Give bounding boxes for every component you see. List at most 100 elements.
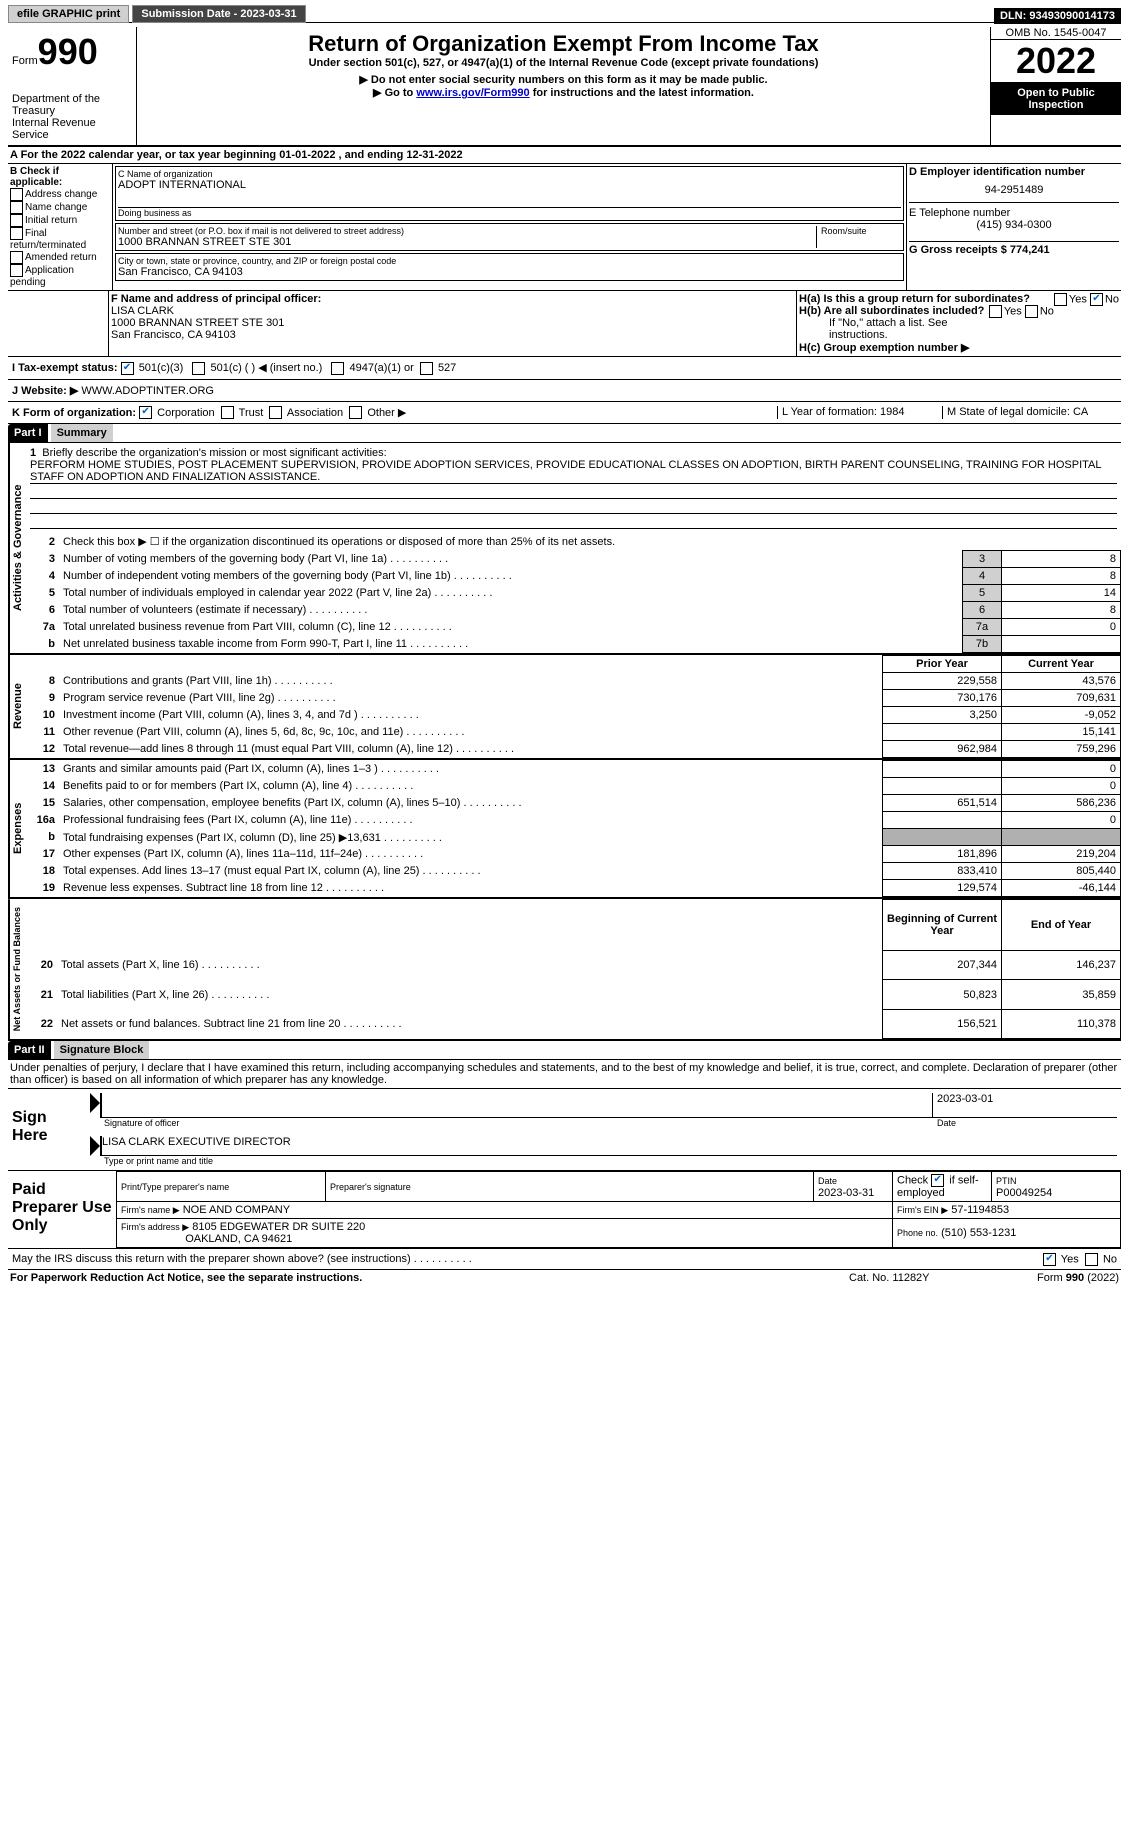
group-netassets: Net Assets or Fund Balances [8, 899, 24, 1039]
hb-no[interactable] [1025, 305, 1038, 318]
ha-label: H(a) Is this a group return for subordin… [799, 293, 1030, 305]
irs-link[interactable]: www.irs.gov/Form990 [416, 87, 529, 99]
cb-initial[interactable] [10, 214, 23, 227]
cb-address[interactable] [10, 188, 23, 201]
opt-trust: Trust [239, 407, 264, 419]
ha-no[interactable] [1090, 293, 1103, 306]
room-label: Room/suite [816, 226, 901, 248]
cb-assoc[interactable] [269, 406, 282, 419]
m-label: M State of legal domicile: CA [942, 406, 1117, 420]
form-number: 990 [38, 31, 98, 72]
cb-pending[interactable] [10, 264, 23, 277]
firm-addr-label: Firm's address ▶ [121, 1222, 189, 1232]
org-name: ADOPT INTERNATIONAL [118, 179, 901, 191]
sig-arrow-icon [90, 1093, 100, 1113]
firm-ein: 57-1194853 [951, 1204, 1009, 1216]
f-label: F Name and address of principal officer: [111, 293, 794, 305]
prep-sig-label: Preparer's signature [330, 1182, 809, 1192]
efile-button[interactable]: efile GRAPHIC print [8, 5, 129, 23]
cb-final[interactable] [10, 227, 23, 240]
opt-other: Other ▶ [367, 407, 406, 419]
part1-header: Part I [8, 424, 48, 442]
opt-corp: Corporation [157, 407, 214, 419]
opt-4947: 4947(a)(1) or [350, 362, 414, 374]
table-activities: 2Check this box ▶ ☐ if the organization … [26, 533, 1121, 653]
paid-preparer: Paid Preparer Use Only [8, 1171, 116, 1248]
firm-phone: (510) 553-1231 [941, 1227, 1016, 1239]
form-header: Form990 Department of the Treasury Inter… [8, 27, 1121, 147]
org-address: 1000 BRANNAN STREET STE 301 [118, 236, 816, 248]
opt-527: 527 [438, 362, 456, 374]
cb-self-employed[interactable] [931, 1174, 944, 1187]
officer-name: LISA CLARK [111, 305, 794, 317]
firm-name-label: Firm's name ▶ [121, 1205, 180, 1215]
firm-phone-label: Phone no. [897, 1228, 938, 1238]
addr-label: Number and street (or P.O. box if mail i… [118, 226, 816, 236]
ein-value: 94-2951489 [909, 184, 1119, 196]
firm-addr2: OAKLAND, CA 94621 [185, 1233, 292, 1245]
part1-title: Summary [51, 424, 113, 442]
cb-trust[interactable] [221, 406, 234, 419]
sig-date: 2023-03-01 [932, 1093, 1117, 1118]
line1-label: Briefly describe the organization's miss… [42, 447, 386, 459]
phone-value: (415) 934-0300 [909, 219, 1119, 231]
cb-corp[interactable] [139, 406, 152, 419]
part2-title: Signature Block [54, 1041, 150, 1059]
yes-label: Yes [1069, 293, 1087, 305]
officer-addr2: San Francisco, CA 94103 [111, 329, 794, 341]
cb-name[interactable] [10, 201, 23, 214]
check-self: Check [897, 1175, 931, 1187]
no-label: No [1105, 293, 1119, 305]
prep-date: 2023-03-31 [818, 1187, 874, 1199]
dept-label: Department of the Treasury [12, 93, 132, 117]
open-public: Open to Public Inspection [991, 83, 1121, 115]
mission-text: PERFORM HOME STUDIES, POST PLACEMENT SUP… [30, 459, 1117, 484]
submission-date: Submission Date - 2023-03-31 [132, 5, 305, 23]
opt-initial: Initial return [25, 215, 77, 226]
org-city: San Francisco, CA 94103 [118, 266, 901, 278]
cb-501c3[interactable] [121, 362, 134, 375]
form-footer: Form 990 (2022) [999, 1272, 1119, 1284]
g-label: G Gross receipts $ 774,241 [909, 241, 1119, 256]
hc-label: H(c) Group exemption number ▶ [799, 341, 1119, 354]
ha-yes[interactable] [1054, 293, 1067, 306]
paperwork-notice: For Paperwork Reduction Act Notice, see … [10, 1272, 849, 1284]
cb-4947[interactable] [331, 362, 344, 375]
l-label: L Year of formation: 1984 [777, 406, 942, 420]
k-label: K Form of organization: [12, 407, 136, 419]
form-subtitle: Under section 501(c), 527, or 4947(a)(1)… [141, 57, 986, 69]
type-name-label: Type or print name and title [90, 1156, 1117, 1166]
may-no[interactable] [1085, 1253, 1098, 1266]
part2-header: Part II [8, 1041, 51, 1059]
may-irs-label: May the IRS discuss this return with the… [12, 1253, 411, 1265]
declaration: Under penalties of perjury, I declare th… [8, 1060, 1121, 1089]
sig-officer-label: Signature of officer [90, 1118, 937, 1128]
officer-typed-name: LISA CLARK EXECUTIVE DIRECTOR [100, 1136, 1117, 1156]
top-bar: efile GRAPHIC print Submission Date - 20… [8, 8, 1121, 23]
sig-arrow-icon2 [90, 1136, 100, 1156]
yes-label2: Yes [1004, 305, 1022, 317]
opt-501c: 501(c) ( ) ◀ (insert no.) [211, 362, 323, 374]
cb-other[interactable] [349, 406, 362, 419]
ptin-value: P00049254 [996, 1187, 1052, 1199]
opt-address: Address change [25, 189, 97, 200]
cb-527[interactable] [420, 362, 433, 375]
cb-501c[interactable] [192, 362, 205, 375]
no3: No [1103, 1254, 1117, 1266]
ptin-label: PTIN [996, 1176, 1017, 1186]
officer-addr1: 1000 BRANNAN STREET STE 301 [111, 317, 794, 329]
irs-label: Internal Revenue Service [12, 117, 132, 141]
sign-here: Sign Here [8, 1089, 86, 1170]
cb-amended[interactable] [10, 251, 23, 264]
hb-yes[interactable] [989, 305, 1002, 318]
group-expenses: Expenses [8, 760, 26, 897]
may-yes[interactable] [1043, 1253, 1056, 1266]
firm-addr1: 8105 EDGEWATER DR SUITE 220 [192, 1221, 365, 1233]
table-revenue: Prior YearCurrent Year8Contributions and… [26, 655, 1121, 758]
d-label: D Employer identification number [909, 166, 1119, 178]
firm-name: NOE AND COMPANY [183, 1204, 290, 1216]
print-name-label: Print/Type preparer's name [121, 1182, 321, 1192]
group-revenue: Revenue [8, 655, 26, 758]
opt-amended: Amended return [25, 252, 97, 263]
hb-label: H(b) Are all subordinates included? [799, 305, 984, 317]
